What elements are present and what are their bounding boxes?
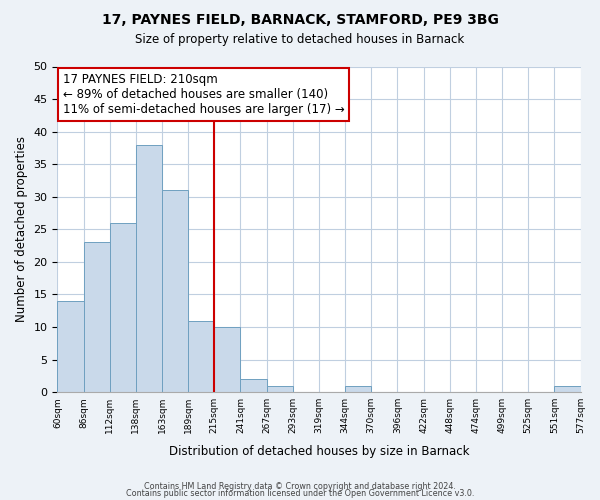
Text: Contains HM Land Registry data © Crown copyright and database right 2024.: Contains HM Land Registry data © Crown c…: [144, 482, 456, 491]
X-axis label: Distribution of detached houses by size in Barnack: Distribution of detached houses by size …: [169, 444, 469, 458]
Y-axis label: Number of detached properties: Number of detached properties: [15, 136, 28, 322]
Text: 17 PAYNES FIELD: 210sqm
← 89% of detached houses are smaller (140)
11% of semi-d: 17 PAYNES FIELD: 210sqm ← 89% of detache…: [62, 73, 344, 116]
Bar: [241, 379, 266, 392]
Bar: [554, 386, 581, 392]
Bar: [83, 242, 110, 392]
Bar: [58, 301, 83, 392]
Bar: [110, 223, 136, 392]
Bar: [214, 327, 241, 392]
Text: 17, PAYNES FIELD, BARNACK, STAMFORD, PE9 3BG: 17, PAYNES FIELD, BARNACK, STAMFORD, PE9…: [101, 12, 499, 26]
Bar: [136, 144, 162, 392]
Bar: [345, 386, 371, 392]
Bar: [162, 190, 188, 392]
Text: Size of property relative to detached houses in Barnack: Size of property relative to detached ho…: [136, 32, 464, 46]
Text: Contains public sector information licensed under the Open Government Licence v3: Contains public sector information licen…: [126, 490, 474, 498]
Bar: [266, 386, 293, 392]
Bar: [188, 320, 214, 392]
